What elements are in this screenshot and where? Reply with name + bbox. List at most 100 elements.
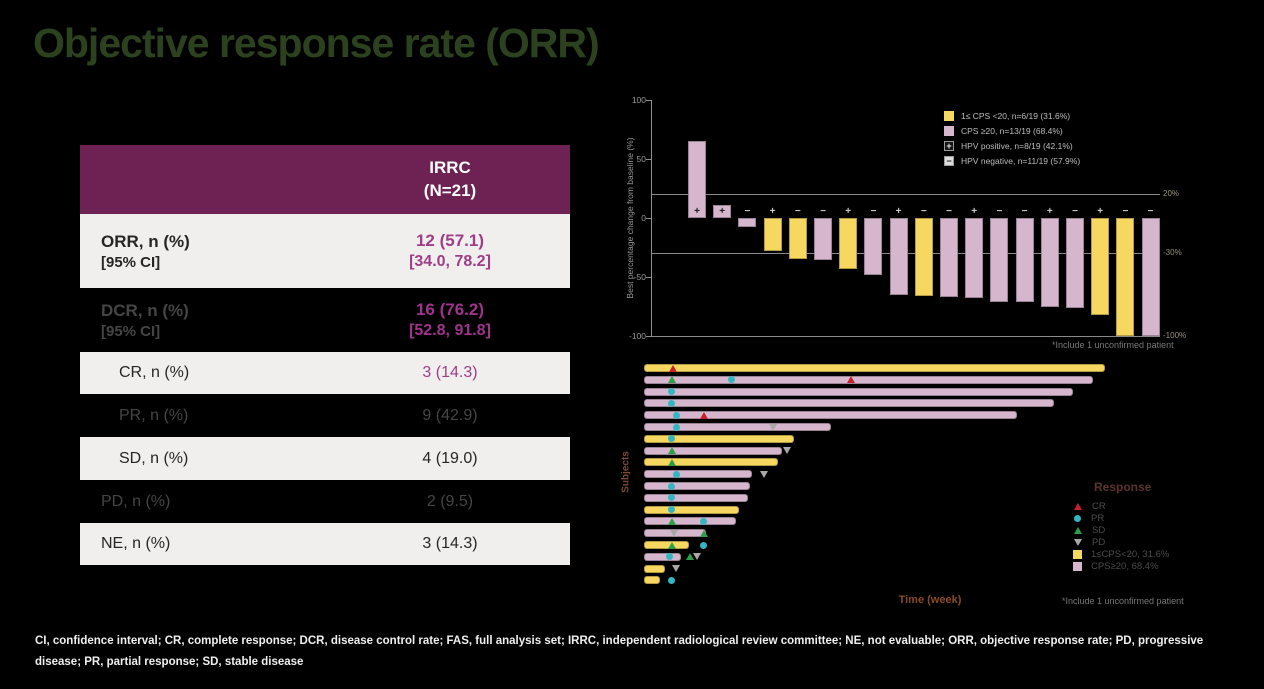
page-title: Objective response rate (ORR) [33, 20, 600, 66]
legend-marker-PD [1074, 538, 1082, 546]
row-value: 16 (76.2) [52.8, 91.8] [330, 300, 570, 340]
hpv-status-marker: − [946, 206, 952, 217]
waterfall-reference-line [652, 336, 1160, 337]
response-marker-sd [667, 376, 676, 384]
waterfall-bar [1141, 218, 1160, 336]
waterfall-bar [1015, 218, 1034, 302]
response-marker-pr [672, 411, 680, 419]
response-marker-pr [668, 435, 676, 443]
row-label: PR, n (%) [80, 407, 330, 425]
waterfall-bar [688, 141, 706, 218]
row-value-text: 4 (19.0) [422, 449, 478, 467]
swimmer-legend-title: Response [1094, 480, 1152, 494]
swimmer-bar [644, 399, 1055, 408]
waterfall-reference-line [652, 194, 1160, 196]
legend-label: CPS≥20, 68.4% [1091, 560, 1159, 572]
row-value: 12 (57.1) [34.0, 78.2] [330, 231, 570, 271]
legend-marker-SD [1074, 526, 1082, 534]
hpv-status-marker: + [971, 206, 978, 217]
row-value: 9 (42.9) [330, 407, 570, 425]
table-row-dcr: DCR, n (%) [95% CI] 16 (76.2) [52.8, 91.8] [80, 288, 570, 352]
row-value-text: 3 (14.3) [422, 364, 478, 381]
response-marker-pr [668, 388, 676, 396]
response-marker-sd [667, 458, 676, 466]
row-label: SD, n (%) [80, 450, 330, 468]
legend-item: SD [1073, 524, 1169, 536]
response-marker-pr [668, 494, 676, 502]
waterfall-y-tickmark [646, 277, 651, 278]
row-label-text: DCR, n (%) [101, 300, 189, 320]
row-value-text: 2 (9.5) [426, 492, 474, 510]
table-row-orr: ORR, n (%) [95% CI] 12 (57.1) [34.0, 78.2] [80, 214, 570, 288]
swimmer-bar [644, 423, 831, 431]
waterfall-reference-label: -30% [1163, 248, 1182, 258]
waterfall-y-tickmark [646, 159, 651, 160]
swimmer-bar [644, 552, 682, 561]
swimmer-bar [644, 576, 661, 585]
table-header-title: IRRC [429, 157, 471, 177]
waterfall-reference-label: 20% [1163, 189, 1180, 199]
swimmer-bar [644, 375, 1094, 384]
legend-label: HPV positive, n=8/19 (42.1%) [961, 140, 1073, 151]
waterfall-y-tick: 100 [631, 95, 646, 105]
hpv-status-marker: − [744, 206, 751, 217]
waterfall-bar [940, 218, 958, 298]
response-marker-sd [699, 529, 708, 537]
row-label-text: NE, n (%) [101, 535, 171, 552]
table-header-irrc: IRRC (N=21) [330, 145, 570, 214]
row-value-text: 3 (14.3) [422, 535, 478, 552]
waterfall-y-axis [651, 100, 652, 337]
response-marker-pr [668, 399, 676, 407]
response-marker-pd [769, 423, 778, 431]
row-value-text: 9 (42.9) [422, 406, 478, 424]
legend-marker-CR [1074, 502, 1082, 510]
legend-label: SD [1092, 524, 1106, 536]
hpv-status-marker: + [694, 206, 700, 217]
swimmer-legend-items: CR PR SD PD 1≤CPS<20, 31.6% CPS≥20, 68.4% [1073, 500, 1169, 572]
swimmer-bar [644, 446, 783, 455]
table-row-pd: PD, n (%) 2 (9.5) [80, 480, 570, 523]
swimmer-bar [644, 482, 751, 490]
swimmer-bar [644, 364, 1105, 372]
row-label: DCR, n (%) [95% CI] [80, 301, 330, 340]
waterfall-bar [763, 218, 782, 252]
waterfall-footnote: *Include 1 unconfirmed patient [1052, 340, 1174, 350]
waterfall-bar [839, 218, 858, 269]
legend-marker-PR [1074, 514, 1081, 522]
table-row-sd: SD, n (%) 4 (19.0) [80, 437, 570, 480]
legend-item: 1≤ CPS <20, n=6/19 (31.6%) [944, 108, 1080, 123]
hpv-status-marker: + [719, 206, 726, 217]
hpv-status-marker: − [1122, 206, 1129, 217]
response-marker-pd [669, 529, 678, 537]
hpv-status-marker: + [769, 206, 776, 217]
table-header-subtitle: (N=21) [423, 180, 477, 200]
response-marker-cr [699, 411, 708, 419]
response-marker-pr [668, 506, 676, 514]
hpv-status-marker: + [845, 206, 852, 217]
plus-icon: + [944, 140, 954, 151]
response-marker-pr [672, 423, 680, 431]
row-label: PD, n (%) [80, 493, 330, 511]
legend-label: HPV negative, n=11/19 (57.9%) [961, 155, 1081, 166]
waterfall-bar [814, 218, 832, 261]
legend-label: PR [1091, 512, 1105, 524]
swimmer-bar [644, 387, 1073, 396]
swimmer-bar [644, 493, 748, 502]
hpv-status-marker: − [1147, 206, 1154, 217]
row-value: 3 (14.3) [330, 364, 570, 382]
hpv-status-marker: − [1072, 206, 1078, 217]
legend-item: + HPV positive, n=8/19 (42.1%) [944, 138, 1080, 153]
waterfall-bar [889, 218, 908, 295]
response-marker-pd [693, 553, 701, 561]
waterfall-y-tickmark [646, 218, 651, 219]
response-marker-pd [672, 565, 681, 573]
waterfall-bar [914, 218, 933, 296]
response-marker-sd [667, 541, 676, 549]
swimmer-bar [644, 564, 666, 573]
response-marker-cr [669, 364, 678, 372]
response-marker-sd [686, 553, 695, 561]
hpv-status-marker: + [895, 206, 902, 217]
response-marker-pr [668, 482, 676, 490]
legend-item: PD [1073, 536, 1169, 548]
